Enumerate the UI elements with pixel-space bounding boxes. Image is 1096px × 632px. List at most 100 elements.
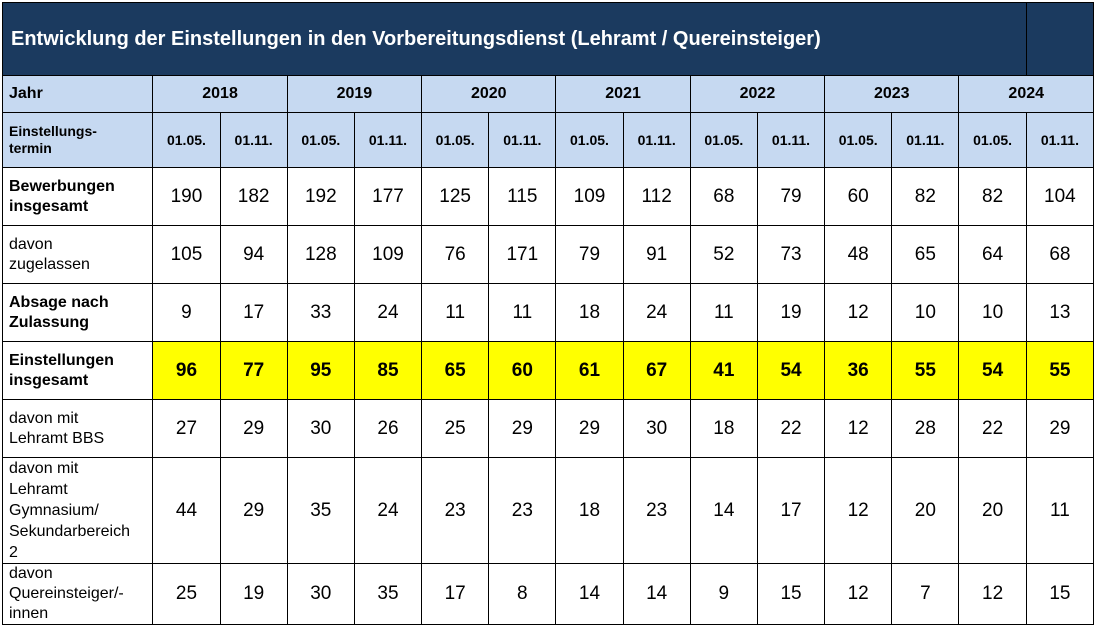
table-cell: 15 [1025, 563, 1095, 625]
table-cell: 55 [891, 341, 960, 400]
row-einstellungen: Einstellungen insgesamt 96 77 95 85 65 60 61 67 41… [1, 341, 1095, 400]
table-cell: 14 [622, 563, 691, 625]
table-cell: 82 [891, 167, 960, 226]
date-header: 01.05. [555, 112, 624, 168]
date-header: 01.05. [958, 112, 1027, 168]
table-cell: 65 [421, 341, 490, 400]
table-cell: 29 [488, 399, 557, 458]
row-label: davon Quereinsteiger/- innen [1, 563, 154, 625]
table-cell: 68 [689, 167, 758, 226]
date-header: 01.11. [891, 112, 960, 168]
table-cell: 8 [488, 563, 557, 625]
table-cell: 9 [152, 283, 221, 342]
table-cell: 94 [219, 225, 288, 284]
table-title: Entwicklung der Einstellungen in den Vor… [2, 2, 1027, 76]
table-cell: 27 [152, 399, 221, 458]
table-cell: 25 [421, 399, 490, 458]
date-header: 01.05. [689, 112, 758, 168]
table-cell: 115 [488, 167, 557, 226]
table-cell: 54 [756, 341, 826, 400]
table-cell: 29 [1025, 399, 1095, 458]
table-cell: 41 [689, 341, 758, 400]
table-cell: 18 [555, 457, 624, 564]
table-cell: 23 [622, 457, 691, 564]
table-cell: 12 [958, 563, 1027, 625]
table-cell: 17 [756, 457, 826, 564]
date-header: 01.05. [824, 112, 893, 168]
year-header: 2023 [824, 75, 960, 113]
row-bewerbungen: Bewerbungen insgesamt 190 182 192 177 125 115 10… [1, 167, 1095, 226]
table-cell: 20 [958, 457, 1027, 564]
row-label: davon zugelassen [1, 225, 154, 284]
table-cell: 24 [353, 457, 423, 564]
date-header: 01.05. [152, 112, 221, 168]
table-cell: 96 [152, 341, 221, 400]
table-cell: 7 [891, 563, 960, 625]
table-cell: 109 [353, 225, 423, 284]
table-cell: 68 [1025, 225, 1095, 284]
table-cell: 76 [421, 225, 490, 284]
table-cell: 61 [555, 341, 624, 400]
table-cell: 77 [219, 341, 288, 400]
table-cell: 24 [622, 283, 691, 342]
year-header-label: Jahr [1, 75, 154, 113]
table-cell: 9 [689, 563, 758, 625]
table-cell: 30 [622, 399, 691, 458]
table-cell: 18 [555, 283, 624, 342]
table-cell: 60 [824, 167, 893, 226]
table-cell: 14 [689, 457, 758, 564]
table-cell: 17 [421, 563, 490, 625]
table-cell: 125 [421, 167, 490, 226]
table-cell: 35 [353, 563, 423, 625]
table-cell: 11 [1025, 457, 1095, 564]
table-cell: 36 [824, 341, 893, 400]
table-cell: 26 [353, 399, 423, 458]
table-cell: 28 [891, 399, 960, 458]
table-cell: 14 [555, 563, 624, 625]
date-header: 01.11. [1025, 112, 1095, 168]
table-cell: 23 [488, 457, 557, 564]
table-cell: 20 [891, 457, 960, 564]
table-cell: 11 [488, 283, 557, 342]
date-header-label: Einstellungs-termin [1, 112, 154, 168]
table-cell: 19 [219, 563, 288, 625]
table-cell: 112 [622, 167, 691, 226]
table-cell: 79 [555, 225, 624, 284]
table-cell: 18 [689, 399, 758, 458]
date-header: 01.05. [421, 112, 490, 168]
table-cell: 192 [286, 167, 355, 226]
row-label: Absage nach Zulassung [1, 283, 154, 342]
table-cell: 22 [756, 399, 826, 458]
year-header: 2021 [555, 75, 691, 113]
table-cell: 109 [555, 167, 624, 226]
table-cell: 24 [353, 283, 423, 342]
table-cell: 13 [1025, 283, 1095, 342]
table-cell: 15 [756, 563, 826, 625]
date-header: 01.11. [622, 112, 691, 168]
table-cell: 11 [689, 283, 758, 342]
row-label: Einstellungen insgesamt [1, 341, 154, 400]
year-header: 2019 [286, 75, 423, 113]
table-cell: 29 [555, 399, 624, 458]
year-header: 2022 [689, 75, 826, 113]
table-cell: 171 [488, 225, 557, 284]
table-cell: 30 [286, 563, 355, 625]
table-cell: 10 [891, 283, 960, 342]
table-cell: 64 [958, 225, 1027, 284]
year-header: 2020 [421, 75, 557, 113]
table-cell: 29 [219, 399, 288, 458]
table-cell: 22 [958, 399, 1027, 458]
table-cell: 190 [152, 167, 221, 226]
row-absage: Absage nach Zulassung 9 17 33 24 11 11 18 24 11 19 1… [1, 283, 1095, 342]
year-header: 2024 [958, 75, 1094, 113]
table-cell: 55 [1025, 341, 1095, 400]
year-header: 2018 [152, 75, 288, 113]
table-cell: 12 [824, 457, 893, 564]
row-lehramt-bbs: davon mit Lehramt BBS 27 29 30 26 25 29 29 30 18 22… [1, 399, 1095, 458]
table-cell: 12 [824, 399, 893, 458]
row-zugelassen: davon zugelassen 105 94 128 109 76 171 79 91 52 73 4… [1, 225, 1095, 284]
row-quereinsteiger: davon Quereinsteiger/- innen 25 19 30 35 17 8 14 1… [1, 563, 1095, 625]
row-label: davon mit Lehramt BBS [1, 399, 154, 458]
table-cell: 105 [152, 225, 221, 284]
